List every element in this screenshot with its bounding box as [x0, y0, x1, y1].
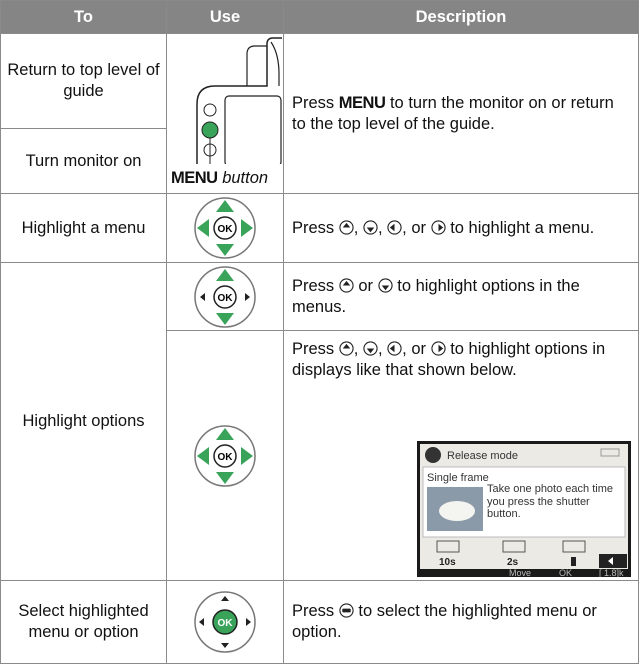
header-text: To: [74, 7, 93, 26]
header-text: Use: [209, 7, 241, 26]
description: Press , , , or to highlight a menu.: [292, 218, 594, 239]
to-text: Highlight options: [22, 412, 145, 431]
description-cell: Press to select the highlighted menu or …: [284, 581, 639, 664]
desc-text: Press: [292, 602, 335, 621]
icon-up: [339, 278, 354, 293]
to-cell: Turn monitor on: [1, 129, 167, 194]
use-cell: OK: [167, 194, 284, 263]
header-text: Description: [415, 7, 507, 26]
desc-text: to turn the monitor on or return to the …: [292, 93, 614, 133]
screen-text: Take one photo each time you press the s…: [487, 483, 613, 521]
use-cell: OK: [167, 581, 284, 664]
desc-text: Press: [292, 276, 335, 295]
description: Press to select the highlighted menu or …: [292, 601, 630, 642]
icon-up: [339, 341, 354, 356]
description-cell: Press , , , or to highlight a menu.: [284, 194, 639, 263]
desc-text: ,: [377, 218, 383, 237]
desc-text: to highlight options in the menus.: [292, 276, 580, 316]
desc-text: , or: [402, 340, 426, 358]
desc-text: ,: [353, 340, 359, 358]
desc-text: Press: [292, 340, 335, 358]
description: Press or to highlight options in the men…: [292, 276, 630, 317]
desc-text: Press: [292, 218, 335, 237]
icon-down: [378, 278, 393, 293]
header-use: Use: [167, 1, 284, 34]
use-caption: MENU button: [171, 168, 268, 189]
to-cell: Highlight a menu: [1, 194, 167, 263]
screen-ok: OK: [559, 568, 572, 577]
desc-text: to highlight a menu.: [450, 218, 595, 237]
multi-selector: OK: [194, 424, 256, 487]
to-text: Highlight a menu: [21, 218, 146, 237]
desc-text: ,: [353, 218, 359, 237]
caption-text: button: [222, 169, 269, 187]
description-cell: Press , , , or to highlight options in d…: [284, 331, 639, 581]
description: Press , , , or to highlight options in d…: [292, 335, 630, 380]
to-cell: Highlight options: [1, 263, 167, 581]
desc-text: to highlight options in displays like th…: [292, 340, 606, 379]
to-text: Select highlighted menu or option: [18, 602, 149, 641]
description: Press MENU to turn the monitor on or ret…: [292, 93, 630, 134]
icon-up: [339, 220, 354, 235]
desc-text: Press: [292, 93, 335, 112]
icon-left: [387, 220, 402, 235]
desc-text: or: [358, 276, 374, 295]
use-cell: MENU button: [167, 34, 284, 194]
icon-down: [363, 220, 378, 235]
icon-down: [363, 341, 378, 356]
screen-count: [ 1.8]k: [599, 568, 624, 577]
ok-label: OK: [218, 293, 234, 304]
desc-text: ,: [377, 340, 383, 358]
icon-right: [431, 220, 446, 235]
icon-right: [431, 341, 446, 356]
header-description: Description: [284, 1, 639, 34]
ok-label: OK: [218, 452, 234, 463]
use-cell: OK: [167, 331, 284, 581]
desc-text: to select the highlighted menu or option…: [292, 602, 597, 641]
to-text: Return to top level of guide: [7, 61, 160, 100]
to-text: Turn monitor on: [25, 151, 142, 170]
screen-move: Move: [509, 568, 531, 577]
menu-key: MENU: [338, 93, 386, 112]
ok-label: OK: [218, 224, 234, 235]
ok-label: OK: [218, 618, 234, 629]
header-to: To: [1, 1, 167, 34]
desc-text: , or: [402, 218, 426, 237]
multi-selector: OK: [194, 197, 256, 259]
multi-selector: OK: [194, 591, 256, 653]
screen-option: Single frame: [427, 472, 489, 484]
use-cell: OK: [167, 263, 284, 331]
to-cell: Select highlighted menu or option: [1, 581, 167, 664]
screen-remote: 2s: [507, 557, 519, 568]
icon-ok: [339, 603, 354, 618]
description-cell: Press or to highlight options in the men…: [284, 263, 639, 331]
screen-timer: 10s: [439, 557, 456, 568]
description-cell: Press MENU to turn the monitor on or ret…: [284, 34, 639, 194]
multi-selector: OK: [194, 265, 256, 328]
to-cell: Return to top level of guide: [1, 34, 167, 129]
camera-screen: Release mode Single frame Take one photo…: [417, 441, 631, 577]
menu-key: MENU: [171, 169, 218, 187]
icon-left: [387, 341, 402, 356]
camera-illustration: [196, 37, 282, 164]
screen-title: Release mode: [447, 450, 518, 462]
